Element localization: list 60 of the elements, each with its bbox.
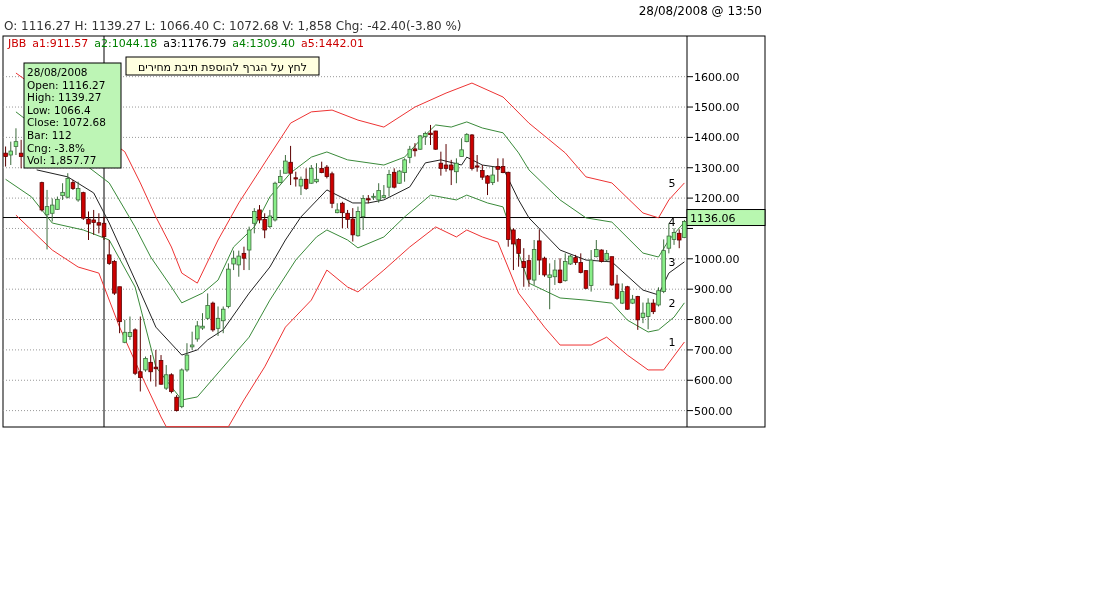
y-tick-label: 500.00 [694, 404, 733, 418]
line-series [5, 178, 685, 401]
series-label: 5 [668, 176, 676, 190]
line-series [15, 214, 685, 428]
annotation: Vol: 1,857.77 [27, 154, 97, 167]
candlestick [164, 364, 169, 391]
annotation: לחץ על הגרף להוספת תיבת מחירים [138, 60, 307, 74]
candlestick [412, 142, 418, 158]
candlestick [557, 257, 563, 284]
y-tick-label: 700.00 [694, 343, 733, 357]
annotation: a5:1442.01 [301, 37, 365, 50]
y-tick-label: 600.00 [694, 374, 733, 388]
annotation: Bar: 112 [27, 129, 72, 141]
series-label: 2 [668, 296, 676, 310]
candlestick [246, 226, 252, 271]
y-tick-label: 1600.00 [694, 70, 740, 84]
annotation: Close: 1072.68 [27, 116, 106, 129]
candlestick [3, 146, 8, 168]
y-tick-label: 1400.00 [694, 131, 740, 145]
y-tick-label: 900.00 [694, 283, 733, 297]
candlestick [386, 169, 392, 198]
y-tick-label: 1500.00 [694, 101, 740, 115]
candlestick [252, 207, 257, 234]
candlestick [288, 145, 293, 186]
candlestick [298, 176, 304, 196]
series-label: 3 [668, 255, 676, 269]
candlestick [75, 181, 81, 203]
annotation: a1:911.57 [32, 37, 89, 50]
candlestick [205, 292, 210, 321]
series-label: 4 [668, 216, 676, 230]
annotation: Open: 1116.27 [27, 78, 106, 91]
candlestick [340, 201, 345, 229]
candlestick [13, 127, 19, 156]
y-tick-label: 800.00 [694, 313, 733, 327]
candlestick [459, 137, 464, 158]
candlestick [241, 246, 247, 271]
ref-line-label: 1136.06 [690, 211, 736, 225]
y-tick-label: 1200.00 [694, 192, 740, 206]
annotation: 28/08/2008 [27, 66, 88, 78]
annotation: a2:1044.18 [94, 37, 158, 50]
candlestick [189, 331, 195, 351]
annotation: a3:1176.79 [163, 37, 227, 50]
text: O: 1116.27 H: 1139.27 L: 1066.40 C: 1072.68 V: 1,858 Chg: -42.40(-3.80 %) [4, 19, 462, 33]
annotation: Low: 1066.4 [27, 103, 92, 116]
annotation: High: 1139.27 [27, 91, 102, 104]
annotation: JBB [7, 37, 27, 50]
chart-subtitle: 28/08/2008 @ 13:50 [638, 4, 762, 18]
y-tick-label: 1300.00 [694, 161, 740, 175]
candlestick [490, 166, 495, 186]
annotation: a4:1309.40 [232, 37, 296, 50]
candlestick [283, 154, 288, 174]
candlestick [8, 141, 13, 166]
candlestick [635, 295, 640, 331]
series-label: 1 [668, 336, 676, 349]
y-tick-label: 1000.00 [694, 252, 740, 266]
candlestick [169, 372, 174, 394]
candlestick [677, 228, 682, 249]
annotation: Cng: -3.8% [27, 141, 86, 154]
candlestick [303, 167, 309, 191]
candlestick [454, 157, 459, 184]
